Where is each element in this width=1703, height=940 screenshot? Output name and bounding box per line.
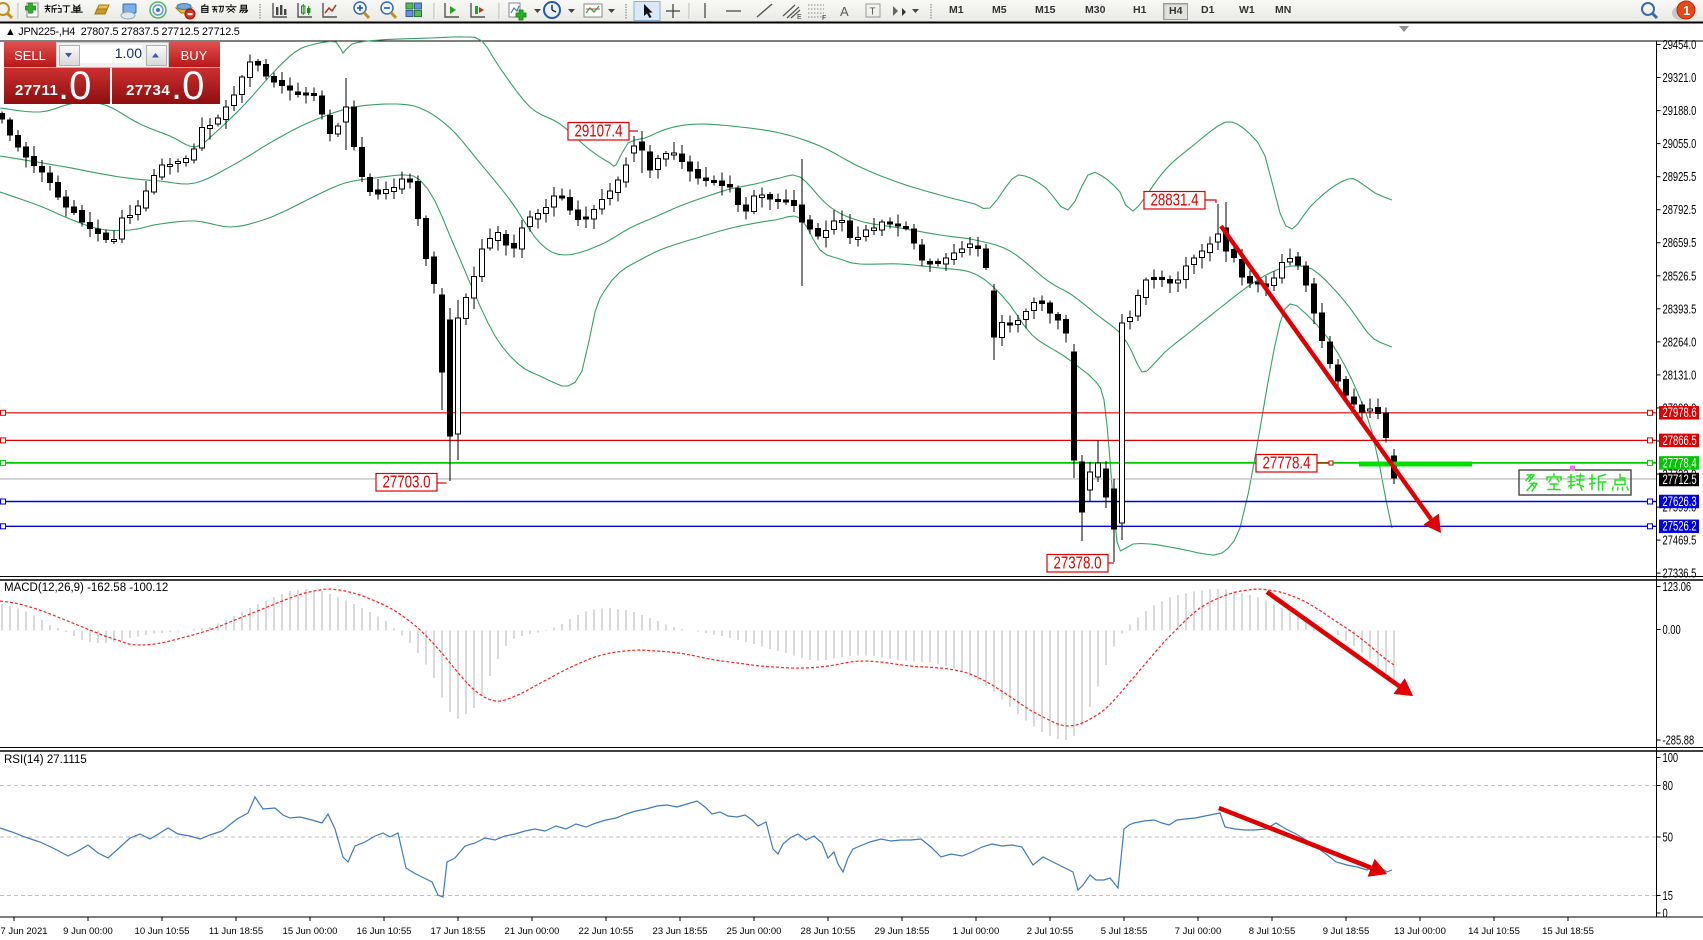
svg-text:8 Jul 10:55: 8 Jul 10:55 [1249,926,1295,937]
svg-text:23 Jun 18:55: 23 Jun 18:55 [653,926,708,937]
svg-text:29107.4: 29107.4 [574,122,622,141]
svg-text:7 Jun 2021: 7 Jun 2021 [1,926,48,937]
svg-text:17 Jun 18:55: 17 Jun 18:55 [431,926,486,937]
svg-text:-285.88: -285.88 [1663,734,1695,748]
svg-text:15 Jun 00:00: 15 Jun 00:00 [283,926,338,937]
svg-text:27526.2: 27526.2 [1663,519,1697,534]
svg-text:15 Jul 18:55: 15 Jul 18:55 [1542,926,1594,937]
svg-text:28264.0: 28264.0 [1663,336,1697,350]
svg-text:28131.0: 28131.0 [1663,369,1697,383]
svg-text:27469.5: 27469.5 [1663,534,1697,548]
svg-text:5 Jul 18:55: 5 Jul 18:55 [1101,926,1147,937]
svg-text:29188.0: 29188.0 [1663,105,1697,119]
svg-text:100: 100 [1663,752,1679,766]
svg-text:15: 15 [1663,890,1673,904]
svg-text:28 Jun 10:55: 28 Jun 10:55 [801,926,856,937]
svg-text:0: 0 [1663,907,1668,921]
svg-text:0.00: 0.00 [1663,624,1681,638]
svg-text:27703.0: 27703.0 [382,473,430,492]
svg-text:27866.5: 27866.5 [1663,433,1697,448]
svg-text:29454.0: 29454.0 [1663,39,1697,53]
svg-text:T: T [870,7,876,18]
svg-text:28393.5: 28393.5 [1663,303,1697,317]
svg-text:F: F [822,15,826,22]
svg-text:27778.4: 27778.4 [1262,454,1310,473]
svg-text:27378.0: 27378.0 [1053,554,1101,573]
svg-text:27712.5: 27712.5 [1663,472,1697,487]
svg-text:2 Jul 10:55: 2 Jul 10:55 [1027,926,1073,937]
svg-text:13 Jul 00:00: 13 Jul 00:00 [1394,926,1446,937]
svg-text:28925.5: 28925.5 [1663,171,1697,185]
svg-text:14 Jul 10:55: 14 Jul 10:55 [1468,926,1520,937]
svg-text:29 Jun 18:55: 29 Jun 18:55 [875,926,930,937]
svg-text:28831.4: 28831.4 [1150,191,1198,210]
svg-text:80: 80 [1663,780,1673,794]
svg-text:27336.5: 27336.5 [1663,567,1697,581]
svg-text:29321.0: 29321.0 [1663,72,1697,86]
svg-text:50: 50 [1663,831,1673,845]
svg-text:16 Jun 10:55: 16 Jun 10:55 [357,926,412,937]
svg-text:A: A [840,4,849,19]
svg-text:29055.0: 29055.0 [1663,138,1697,152]
svg-text:MACD(12,26,9) -162.58 -100.12: MACD(12,26,9) -162.58 -100.12 [4,582,168,594]
svg-text:9 Jul 18:55: 9 Jul 18:55 [1323,926,1369,937]
svg-text:28659.5: 28659.5 [1663,237,1697,251]
svg-text:27778.4: 27778.4 [1663,456,1698,471]
svg-text:27978.6: 27978.6 [1663,406,1697,421]
svg-text:11 Jun 18:55: 11 Jun 18:55 [209,926,263,937]
svg-text:10 Jun 10:55: 10 Jun 10:55 [135,926,190,937]
svg-text:28792.5: 28792.5 [1663,204,1697,218]
svg-text:21 Jun 00:00: 21 Jun 00:00 [505,926,560,937]
svg-text:1 Jul 00:00: 1 Jul 00:00 [953,926,999,937]
svg-text:7 Jul 00:00: 7 Jul 00:00 [1175,926,1221,937]
svg-text:27626.3: 27626.3 [1663,494,1697,509]
svg-text:123.06: 123.06 [1663,581,1692,595]
svg-text:9 Jun 00:00: 9 Jun 00:00 [63,926,113,937]
svg-text:28526.5: 28526.5 [1663,270,1697,284]
svg-text:22 Jun 10:55: 22 Jun 10:55 [579,926,634,937]
svg-text:E: E [797,14,802,21]
svg-text:25 Jun 00:00: 25 Jun 00:00 [727,926,782,937]
svg-text:RSI(14) 27.1115: RSI(14) 27.1115 [4,754,87,766]
svg-text:1: 1 [1683,3,1690,18]
